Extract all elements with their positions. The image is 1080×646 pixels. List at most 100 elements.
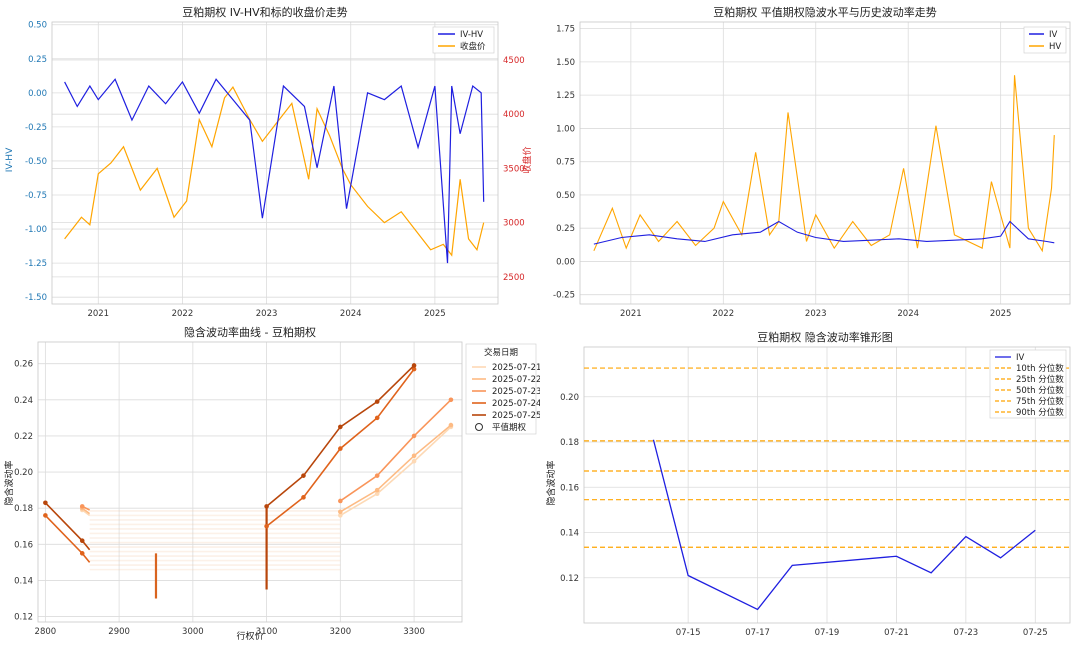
legend-item: 收盘价 xyxy=(460,41,486,52)
x-tick-label: 2025 xyxy=(990,309,1012,319)
y-tick-label: 0.00 xyxy=(556,257,575,267)
legend-item: 平值期权 xyxy=(492,422,527,433)
chart1-y2label: 收盘价 xyxy=(521,146,533,173)
y-tick-label: 0.75 xyxy=(556,158,575,168)
smile-point xyxy=(374,491,380,497)
series-ivhv-line xyxy=(64,78,485,264)
y-tick-label: 0.14 xyxy=(560,529,579,539)
legend-item: 2025-07-21 xyxy=(492,363,540,373)
x-tick-label: 3300 xyxy=(403,627,425,637)
legend-item: 50th 分位数 xyxy=(1016,385,1064,396)
y-tick-label: -1.50 xyxy=(25,293,47,303)
smile-point xyxy=(411,433,417,439)
smile-point xyxy=(338,446,343,451)
x-tick-label: 2025 xyxy=(424,309,446,319)
y-tick-label: 0.25 xyxy=(556,224,575,234)
y-tick-label: 0.12 xyxy=(14,613,33,623)
smile-line xyxy=(339,426,452,517)
legend-item: 2025-07-25 xyxy=(492,411,540,421)
chart3-title: 隐含波动率曲线 - 豆粕期权 xyxy=(184,325,316,339)
atm-iv-hv-chart: 豆粕期权 平值期权隐波水平与历史波动率走势 2021 2022 2023 2024 20… xyxy=(553,5,1071,319)
x-tick-label: 2024 xyxy=(897,309,919,319)
smile-point xyxy=(411,366,417,372)
y-tick-label: 0.18 xyxy=(560,438,579,448)
chart1-title: 豆粕期权 IV-HV和标的收盘价走势 xyxy=(182,5,347,19)
y-tick-label: 0.16 xyxy=(14,540,33,550)
smile-point xyxy=(374,399,380,404)
series-hv-line xyxy=(593,75,1055,253)
legend-item: 10th 分位数 xyxy=(1016,363,1064,374)
x-tick-label: 07-23 xyxy=(954,628,979,638)
smile-point xyxy=(264,523,269,529)
y2-tick-label: 4500 xyxy=(503,56,525,66)
smile-point xyxy=(448,397,454,403)
series-close-line xyxy=(64,85,485,257)
smile-line xyxy=(339,424,452,513)
y-tick-label: 0.25 xyxy=(28,55,47,65)
y-tick-label: -0.25 xyxy=(553,291,575,301)
iv-smile-chart: 隐含波动率曲线 - 豆粕期权 2800 2900 3000 3100 3200 3300 0… xyxy=(3,325,540,642)
smile-point xyxy=(43,500,48,506)
legend-item: 2025-07-24 xyxy=(492,399,540,409)
y-tick-label: 0.16 xyxy=(560,483,579,493)
smile-point xyxy=(301,473,306,478)
y-tick-label: 0.50 xyxy=(556,191,575,201)
series-iv-line xyxy=(652,439,1036,611)
x-tick-label: 07-21 xyxy=(884,628,909,638)
x-tick-label: 2022 xyxy=(712,309,734,319)
y2-tick-label: 2500 xyxy=(503,273,525,283)
x-tick-label: 07-15 xyxy=(676,628,701,638)
series-iv-line xyxy=(593,220,1055,245)
legend-item: 2025-07-22 xyxy=(492,375,540,385)
smile-point xyxy=(79,504,85,509)
x-tick-label: 2800 xyxy=(35,627,57,637)
y-tick-label: -1.00 xyxy=(25,225,47,235)
x-tick-label: 2900 xyxy=(108,627,130,637)
x-tick-label: 3000 xyxy=(182,627,204,637)
y-tick-label: 0.20 xyxy=(14,468,33,478)
iv-hv-close-chart: 豆粕期权 IV-HV和标的收盘价走势 2021 2022 2023 2024 2025 0… xyxy=(5,5,533,319)
smile-point xyxy=(338,509,343,515)
chart3-xlabel: 行权价 xyxy=(236,630,263,642)
y2-tick-label: 3500 xyxy=(503,164,525,174)
iv-cone-chart: 豆粕期权 隐含波动率锥形图 07-15 07-17 07-19 07-21 07-23 0… xyxy=(545,330,1071,638)
legend-item: IV-HV xyxy=(460,30,483,40)
smile-point xyxy=(448,422,454,428)
smile-point xyxy=(301,495,306,500)
chart2-title: 豆粕期权 平值期权隐波水平与历史波动率走势 xyxy=(713,5,937,19)
y-tick-label: 1.50 xyxy=(556,58,575,68)
x-tick-label: 2023 xyxy=(805,309,827,319)
y-tick-label: 1.75 xyxy=(556,25,575,35)
y-tick-label: 0.50 xyxy=(28,21,47,31)
y-tick-label: 0.26 xyxy=(14,360,33,370)
y-tick-label: -0.25 xyxy=(25,123,47,133)
legend-item: IV xyxy=(1049,30,1058,40)
x-tick-label: 2021 xyxy=(87,309,109,319)
chart4-title: 豆粕期权 隐含波动率锥形图 xyxy=(757,330,893,344)
legend-item: 75th 分位数 xyxy=(1016,396,1064,407)
x-tick-label: 2021 xyxy=(620,309,642,319)
y-tick-label: 0.20 xyxy=(560,393,579,403)
x-tick-label: 2022 xyxy=(172,309,194,319)
y-tick-label: 1.00 xyxy=(556,124,575,134)
smile-point xyxy=(264,504,269,509)
y-tick-label: 1.25 xyxy=(556,91,575,101)
chart3-ylabel: 隐含波动率 xyxy=(3,460,15,505)
x-tick-label: 3100 xyxy=(256,627,278,637)
smile-point xyxy=(79,551,85,556)
y-tick-label: 0.12 xyxy=(560,574,579,584)
smile-point xyxy=(411,363,417,368)
y-tick-label: -0.75 xyxy=(25,191,47,201)
y-tick-label: 0.24 xyxy=(14,396,33,406)
y-tick-label: 0.18 xyxy=(14,504,33,514)
x-tick-label: 07-19 xyxy=(815,628,840,638)
x-tick-label: 07-25 xyxy=(1023,628,1048,638)
smile-point xyxy=(79,538,85,544)
chart1-ylabel: IV-HV xyxy=(5,147,15,172)
smile-line xyxy=(339,399,452,502)
legend-item: 25th 分位数 xyxy=(1016,374,1064,385)
y-tick-label: 0.22 xyxy=(14,432,33,442)
legend-item: 2025-07-23 xyxy=(492,387,540,397)
y-tick-label: 0.14 xyxy=(14,576,33,586)
